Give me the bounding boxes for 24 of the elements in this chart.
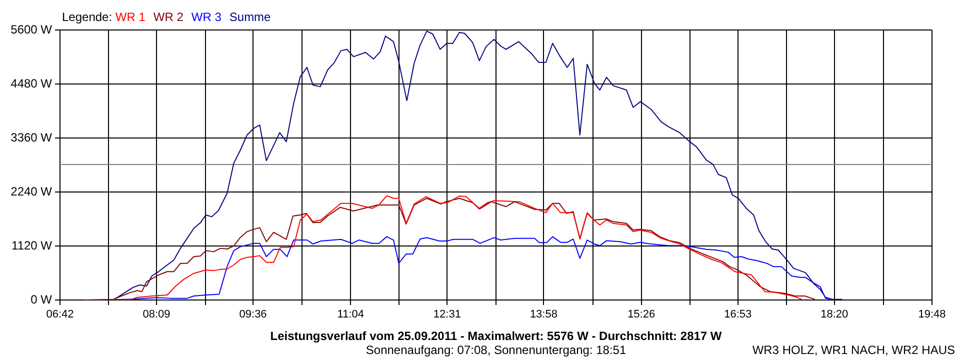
x-tick-label: 12:31 — [433, 308, 461, 321]
y-tick-label: 4480 W — [10, 76, 53, 90]
text: Sonnenaufgang: 07:08, Sonnenuntergang: 18:51 — [366, 343, 626, 357]
y-tick-label: 5600 W — [10, 22, 53, 36]
x-tick-label: 08:09 — [142, 308, 170, 321]
x-tick-label: 16:53 — [724, 308, 752, 321]
x-tick-label: 11:04 — [337, 308, 364, 321]
x-tick-label: 19:48 — [918, 308, 946, 321]
x-tick-label: 13:58 — [530, 308, 558, 321]
y-tick-label: 2240 W — [10, 184, 53, 198]
text: WR 2 — [153, 10, 184, 24]
text: WR 1 — [115, 10, 146, 24]
x-tick-label: 09:36 — [239, 308, 267, 321]
text: Leistungsverlauf vom 25.09.2011 - Maximalwert: 5576 W - Durchschnitt: 2817 W — [270, 329, 722, 343]
text: WR 3 — [191, 10, 222, 24]
x-tick-label: 15:26 — [628, 308, 656, 321]
y-tick-label: 0 W — [30, 292, 53, 306]
y-tick-label: 3360 W — [10, 130, 53, 144]
text: WR3 HOLZ, WR1 NACH, WR2 HAUS — [752, 343, 955, 357]
x-tick-label: 06:42 — [46, 308, 74, 321]
x-tick-label: 18:20 — [820, 308, 848, 321]
legend-title: Legende: — [62, 10, 116, 24]
text: Summe — [229, 10, 272, 24]
y-tick-label: 1120 W — [12, 238, 53, 252]
